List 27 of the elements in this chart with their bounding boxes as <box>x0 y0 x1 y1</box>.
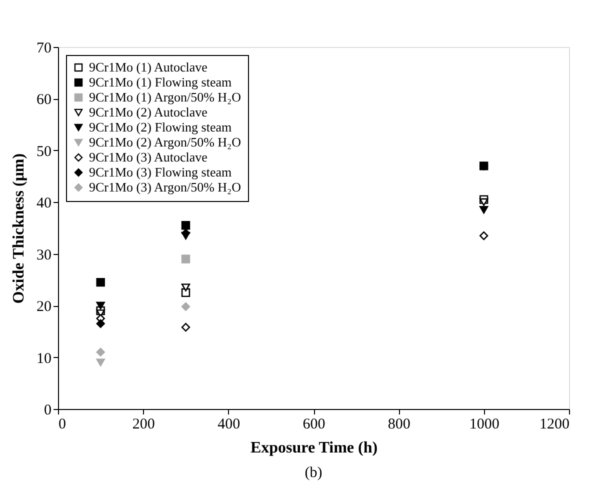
x-tick-label: 1200 <box>540 416 570 432</box>
y-tick-label: 20 <box>36 299 52 316</box>
legend-label: 9Cr1Mo (3) Flowing steam <box>89 164 232 180</box>
legend-label: 9Cr1Mo (1) Flowing steam <box>89 74 232 90</box>
legend-label: 9Cr1Mo (1) Autoclave <box>89 60 208 74</box>
x-tick-label: 0 <box>58 416 66 432</box>
y-tick-label: 60 <box>36 92 52 108</box>
y-axis-title: Oxide Thickness (μm) <box>10 153 28 304</box>
text: (b) <box>304 465 322 481</box>
x-tick-label: 800 <box>388 416 410 432</box>
y-tick-label: 40 <box>36 196 52 212</box>
y-tick-label: 10 <box>36 350 52 367</box>
x-axis-title: Exposure Time (h) <box>250 440 378 456</box>
x-tick-label: 400 <box>218 416 240 432</box>
legend-label: 9Cr1Mo (2) Flowing steam <box>89 120 232 134</box>
legend-label: 9Cr1Mo (3) Autoclave <box>89 150 208 164</box>
y-tick-label: 50 <box>36 144 52 160</box>
y-tick-label: 30 <box>36 247 52 264</box>
legend-label: 9Cr1Mo (1) Argon/50% H₂O <box>89 90 241 104</box>
legend-label: 9Cr1Mo (3) Argon/50% H₂O <box>89 180 241 194</box>
y-tick-label: 0 <box>44 402 52 418</box>
legend-label: 9Cr1Mo (2) Autoclave <box>89 104 208 120</box>
y-tick-label: 70 <box>36 40 52 56</box>
x-tick-label: 200 <box>132 416 155 432</box>
legend-label: 9Cr1Mo (2) Argon/50% H₂O <box>89 134 241 150</box>
x-tick-label: 600 <box>302 416 326 432</box>
x-tick-label: 1000 <box>469 416 500 432</box>
